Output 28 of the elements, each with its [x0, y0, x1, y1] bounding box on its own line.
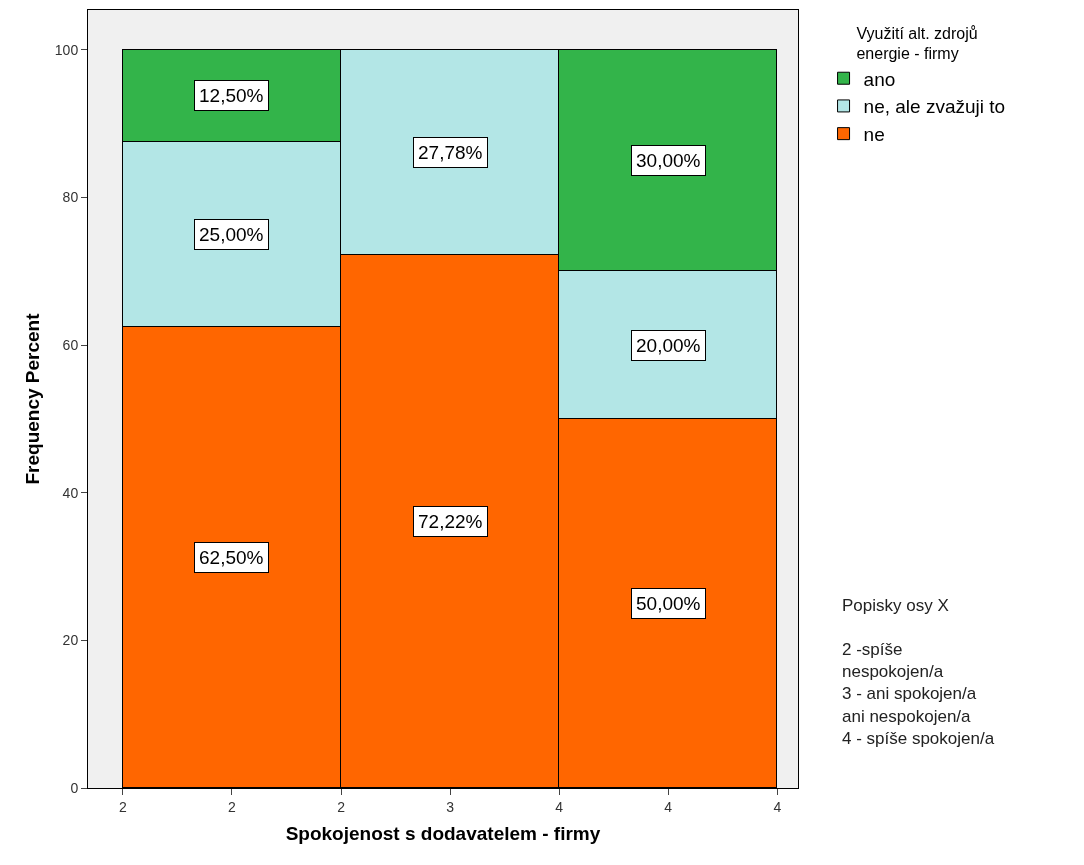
- y-tick-label: 80: [62, 189, 79, 206]
- x-axis-title: Spokojenost s dodavatelem - firmy: [285, 822, 601, 844]
- x-tick-label: 4: [664, 798, 673, 815]
- text: Popisky osy X 2 -spíše nespokojen/a 3 - ani spokojen/a ani nespokojen/a 4 - spíše spokojen/a: [842, 596, 995, 748]
- data-label: 27,78%: [418, 142, 483, 163]
- x-tick-label: 2: [228, 798, 237, 815]
- data-label: 25,00%: [199, 224, 264, 245]
- legend-label: ne: [863, 124, 885, 146]
- data-label: 30,00%: [636, 150, 701, 171]
- x-tick-label: 4: [773, 798, 782, 815]
- data-label: 20,00%: [636, 335, 701, 356]
- legend-label: ne, ale zvažuji to: [863, 96, 1006, 118]
- x-tick-label: 2: [337, 798, 346, 815]
- x-tick-label: 3: [446, 798, 455, 815]
- data-label: 72,22%: [418, 511, 483, 532]
- data-label: 50,00%: [636, 593, 701, 614]
- data-label: 12,50%: [199, 85, 264, 106]
- x-tick-label: 2: [119, 798, 127, 815]
- x-tick-label: 4: [555, 798, 564, 815]
- y-axis-title: Frequency Percent: [21, 312, 43, 485]
- y-tick-label: 100: [54, 41, 79, 58]
- y-tick-label: 0: [70, 779, 79, 796]
- y-tick-label: 60: [62, 337, 79, 354]
- y-tick-label: 20: [62, 632, 79, 649]
- legend-title: Využití alt. zdrojů energie - firmy: [856, 24, 978, 63]
- y-tick-label: 40: [62, 484, 79, 501]
- data-label: 62,50%: [199, 547, 264, 568]
- legend-label: ano: [863, 68, 896, 90]
